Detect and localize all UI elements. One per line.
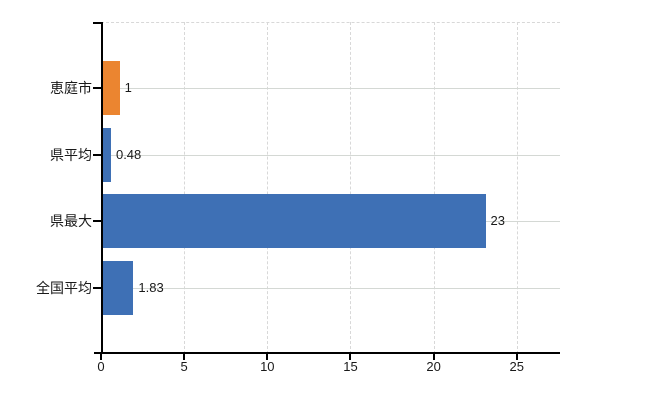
category-gridline <box>101 88 560 90</box>
bar-value-label: 0.48 <box>115 146 142 162</box>
x-axis-tick <box>100 354 102 360</box>
bar-value-label: 1.83 <box>138 279 164 295</box>
x-axis-line <box>94 352 560 354</box>
category-label: 県最大 <box>50 213 92 230</box>
x-tick-label: 15 <box>343 359 358 374</box>
x-gridline <box>433 22 435 354</box>
x-tick-label: 20 <box>426 359 441 374</box>
x-gridline <box>184 22 186 354</box>
x-axis-tick <box>266 354 269 360</box>
x-tick-label: 0 <box>97 359 105 374</box>
x-axis-tick <box>432 354 435 360</box>
x-tick-label: 10 <box>260 359 275 374</box>
y-axis-tick <box>93 87 101 90</box>
category-label: 恵庭市 <box>50 80 92 97</box>
category-gridline <box>101 287 560 289</box>
plot-area <box>93 22 560 360</box>
bar-4 <box>103 260 134 315</box>
x-gridline <box>267 22 269 354</box>
y-axis-top-tick <box>93 22 101 24</box>
y-axis-tick <box>93 220 101 223</box>
category-label: 県平均 <box>50 146 92 163</box>
category-label: 全国平均 <box>36 279 92 296</box>
x-axis-tick <box>183 354 186 360</box>
y-axis-tick <box>93 286 101 289</box>
x-axis-tick <box>349 354 352 360</box>
bar-3 <box>103 194 486 249</box>
bar-value-label: 23 <box>490 213 505 229</box>
y-axis-line <box>101 22 103 354</box>
category-gridline <box>101 154 560 156</box>
bar-value-label: 1 <box>124 80 132 96</box>
x-tick-label: 25 <box>509 359 524 374</box>
x-gridline <box>350 22 352 354</box>
bar-2 <box>103 127 111 182</box>
x-tick-label: 5 <box>180 359 188 374</box>
x-gridline <box>516 22 518 354</box>
x-axis-tick <box>515 354 518 360</box>
plot-top-gridline <box>101 22 560 23</box>
bar-1 <box>103 61 120 116</box>
y-axis-tick <box>93 153 101 156</box>
